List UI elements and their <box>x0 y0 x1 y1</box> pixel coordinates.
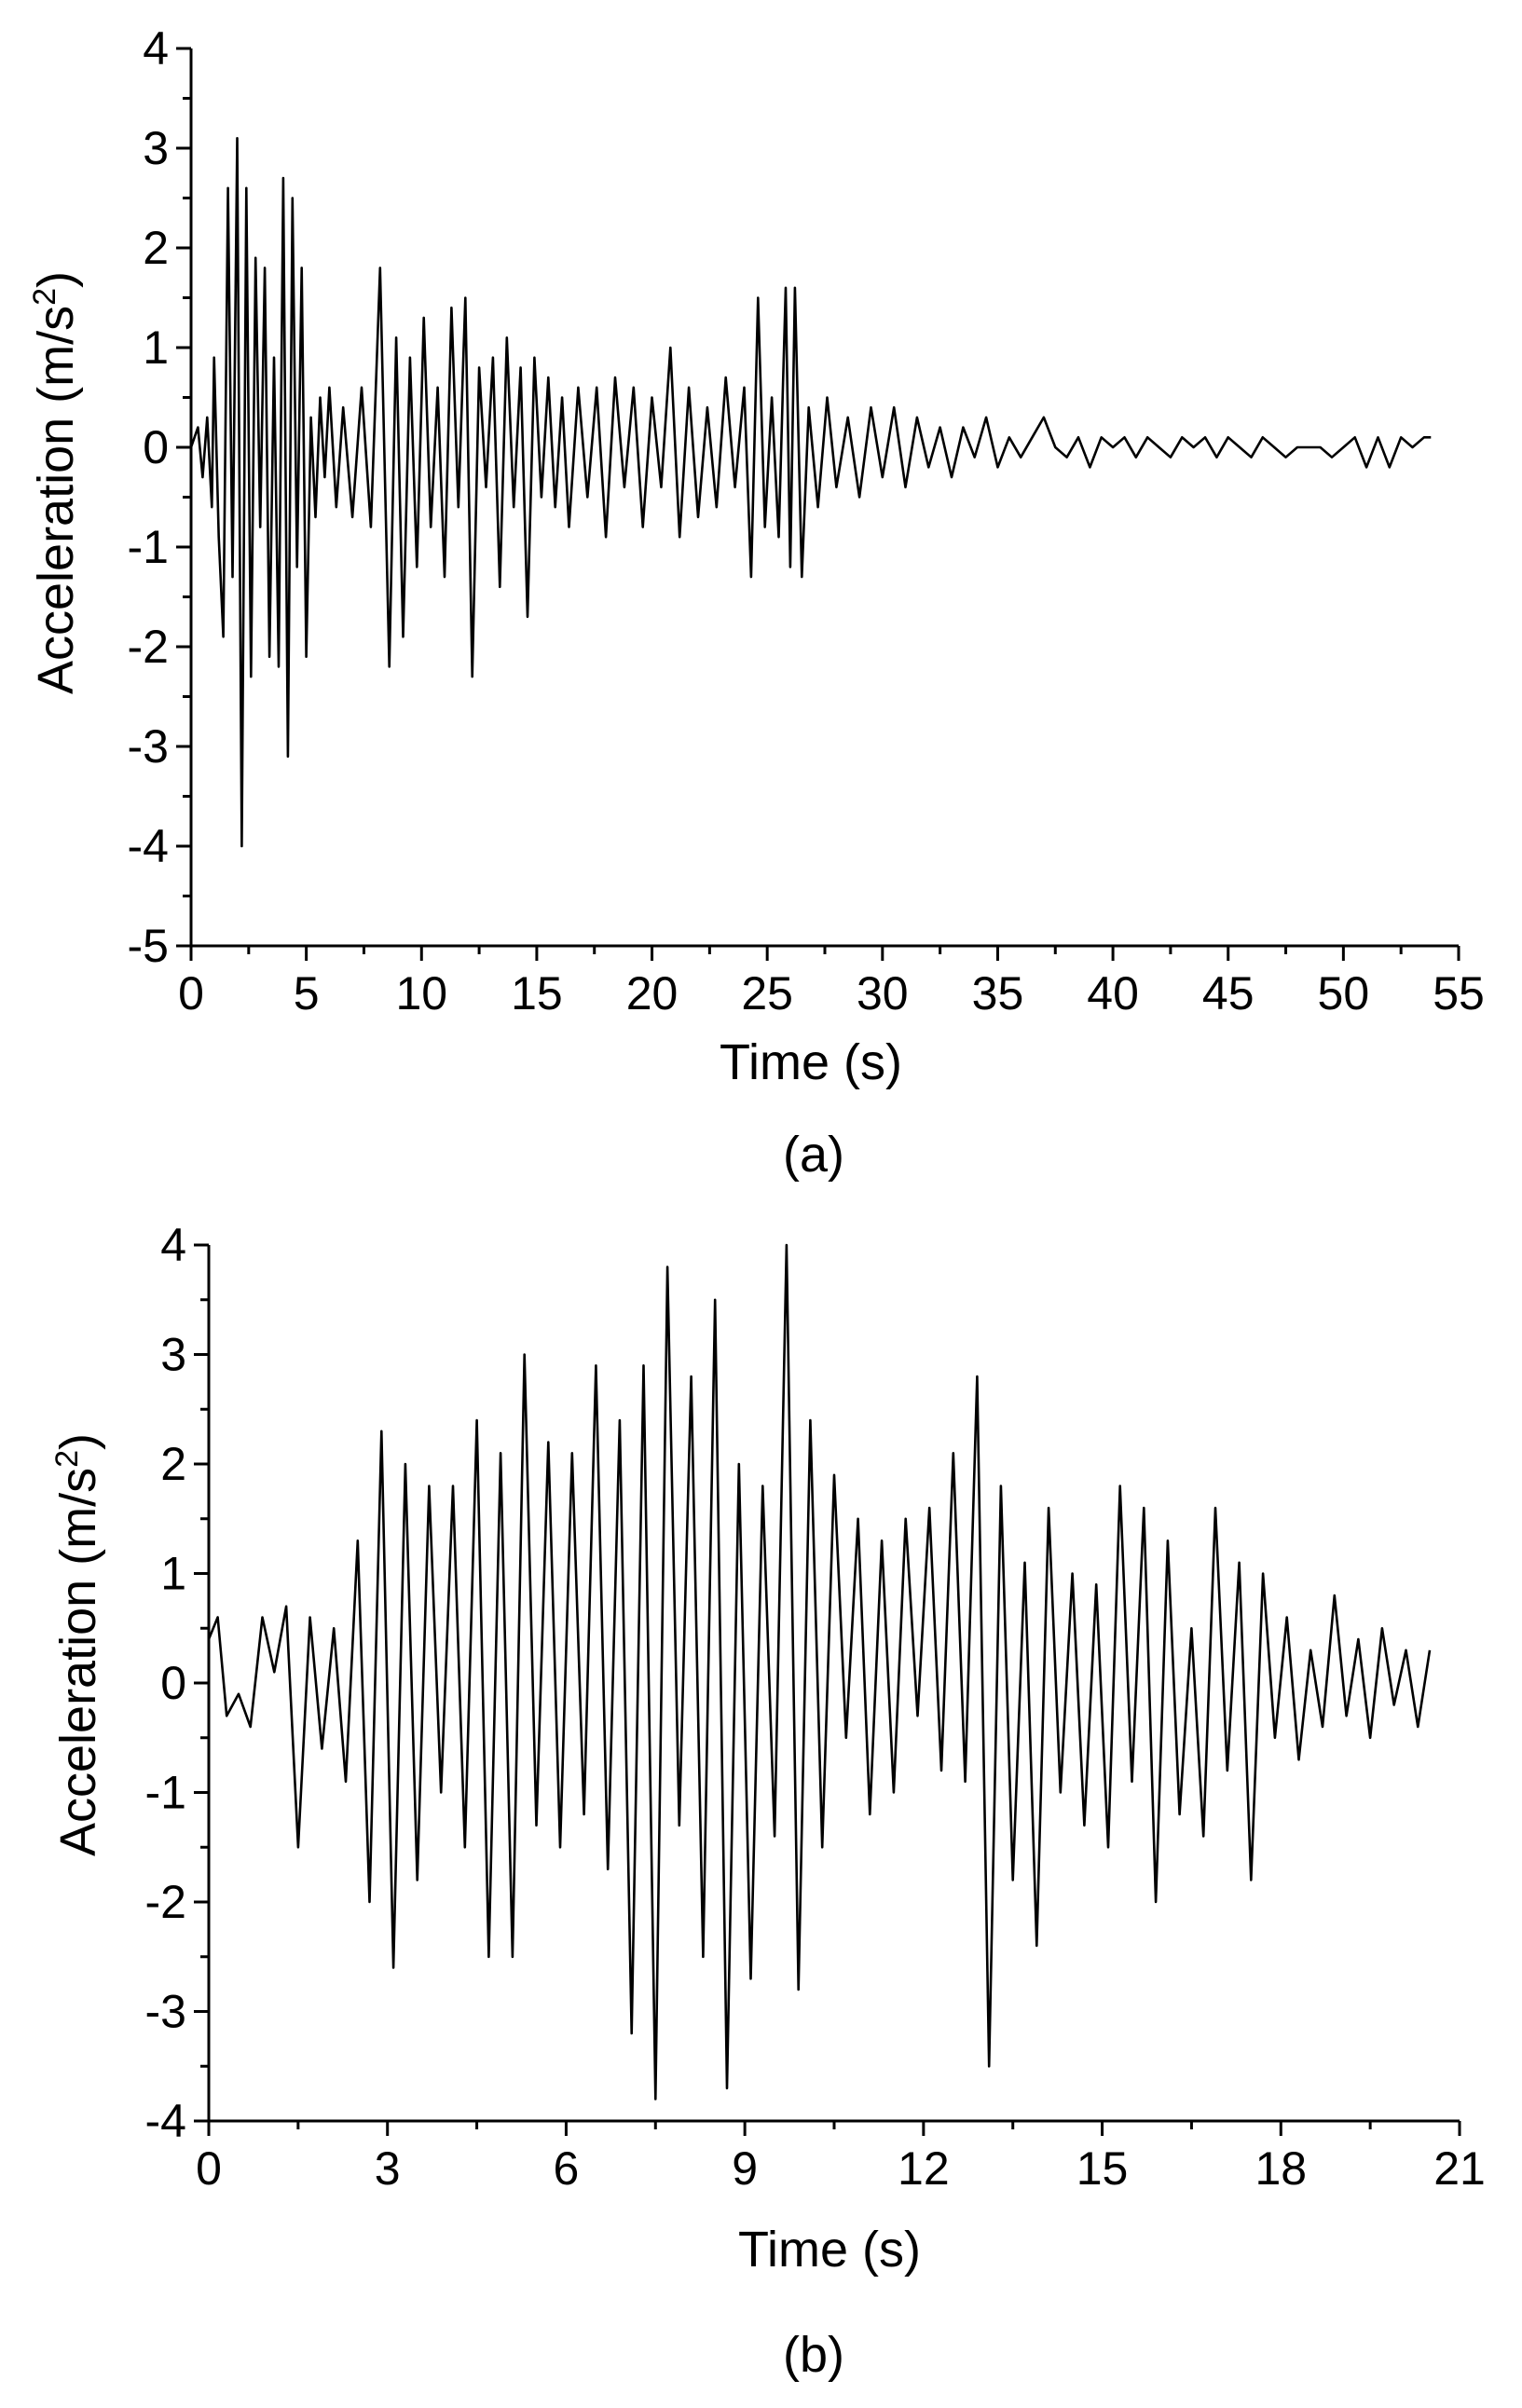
panel-b-x-tick-label: 12 <box>898 2142 950 2195</box>
panel-a-y-ticks: 4 3 2 1 0 -1 -2 -3 -4 -5 <box>128 22 191 972</box>
panel-a-y-axis-label-tail: ) <box>28 271 84 288</box>
panel-a-y-axis-label: Acceleration (m/s2) <box>27 271 84 694</box>
panel-a-x-tick-label: 45 <box>1202 967 1255 1019</box>
panel-a-x-tick-label: 40 <box>1087 967 1139 1019</box>
panel-a-label: (a) <box>783 1127 844 1183</box>
panel-a-x-axis-label: Time (s) <box>720 1034 902 1090</box>
panel-b-y-tick-label: 3 <box>160 1329 186 1381</box>
panel-b-x-tick-label: 21 <box>1433 2142 1486 2195</box>
panel-b-x-ticks: 0 3 6 9 12 15 18 21 <box>196 2121 1486 2195</box>
panel-a-y-tick-label: 4 <box>143 22 169 75</box>
panel-b-x-tick-label: 9 <box>732 2142 758 2195</box>
panel-a-x-tick-label: 55 <box>1433 967 1485 1019</box>
panel-b-y-tick-label: 0 <box>160 1657 186 1709</box>
panel-a-y-tick-label: -2 <box>128 621 169 673</box>
panel-b-x-tick-label: 6 <box>554 2142 580 2195</box>
panel-b-y-axis-label-main: Acceleration (m/s <box>50 1468 106 1856</box>
panel-b-x-tick-label: 18 <box>1255 2142 1307 2195</box>
panel-b-y-tick-label: -2 <box>145 1876 186 1928</box>
panel-a-x-tick-label: 0 <box>178 967 204 1019</box>
panel-a-y-tick-label: -3 <box>128 720 169 773</box>
panel-a-x-tick-label: 50 <box>1318 967 1370 1019</box>
panel-a-x-tick-label: 35 <box>972 967 1024 1019</box>
panel-a-x-tick-label: 15 <box>511 967 563 1019</box>
panel-a-y-tick-label: 3 <box>143 122 169 174</box>
panel-b-y-axis-label-tail: ) <box>50 1433 106 1450</box>
panel-b-label: (b) <box>783 2327 844 2383</box>
panel-b-y-tick-label: 1 <box>160 1548 186 1600</box>
panel-a-y-tick-label: 0 <box>143 421 169 473</box>
panel-b-series-line <box>207 1243 1432 2100</box>
panel-b-y-tick-label: -1 <box>145 1767 186 1819</box>
panel-b-y-ticks: 4 3 2 1 0 -1 -2 -3 -4 <box>145 1219 209 2147</box>
panel-a-x-tick-label: 10 <box>395 967 447 1019</box>
panel-a-x-ticks: 0 5 10 15 20 25 30 35 40 45 50 55 <box>178 946 1485 1019</box>
panel-a-x-tick-label: 20 <box>626 967 679 1019</box>
panel-b-y-axis-label: Acceleration (m/s2) <box>49 1433 106 1856</box>
panel-a-x-tick-label: 5 <box>294 967 320 1019</box>
panel-b-y-tick-label: 2 <box>160 1438 186 1490</box>
panel-a-y-tick-label: 1 <box>143 322 169 374</box>
panel-a-x-tick-label: 25 <box>741 967 793 1019</box>
panel-b-x-tick-label: 15 <box>1076 2142 1129 2195</box>
panel-b-x-axis-label: Time (s) <box>738 2222 921 2278</box>
panel-a-y-axis-label-main: Acceleration (m/s <box>28 306 84 694</box>
panel-a-axes-frame <box>189 48 1459 948</box>
panel-b-y-axis-label-sup: 2 <box>49 1450 85 1468</box>
panel-a-series-line <box>189 137 1432 848</box>
panel-a-y-tick-label: -4 <box>128 820 169 872</box>
panel-b-y-tick-label: -3 <box>145 1986 186 2038</box>
panel-a-x-tick-label: 30 <box>857 967 909 1019</box>
panel-b-y-tick-label: 4 <box>160 1219 186 1271</box>
panel-a-y-tick-label: -5 <box>128 920 169 972</box>
panel-a-y-tick-label: -1 <box>128 521 169 573</box>
panel-a-y-tick-label: 2 <box>143 222 169 274</box>
panel-b-x-tick-label: 3 <box>375 2142 401 2195</box>
panel-b-x-tick-label: 0 <box>196 2142 222 2195</box>
panel-b-y-tick-label: -4 <box>145 2095 186 2147</box>
panel-a-y-axis-label-sup: 2 <box>27 288 62 306</box>
